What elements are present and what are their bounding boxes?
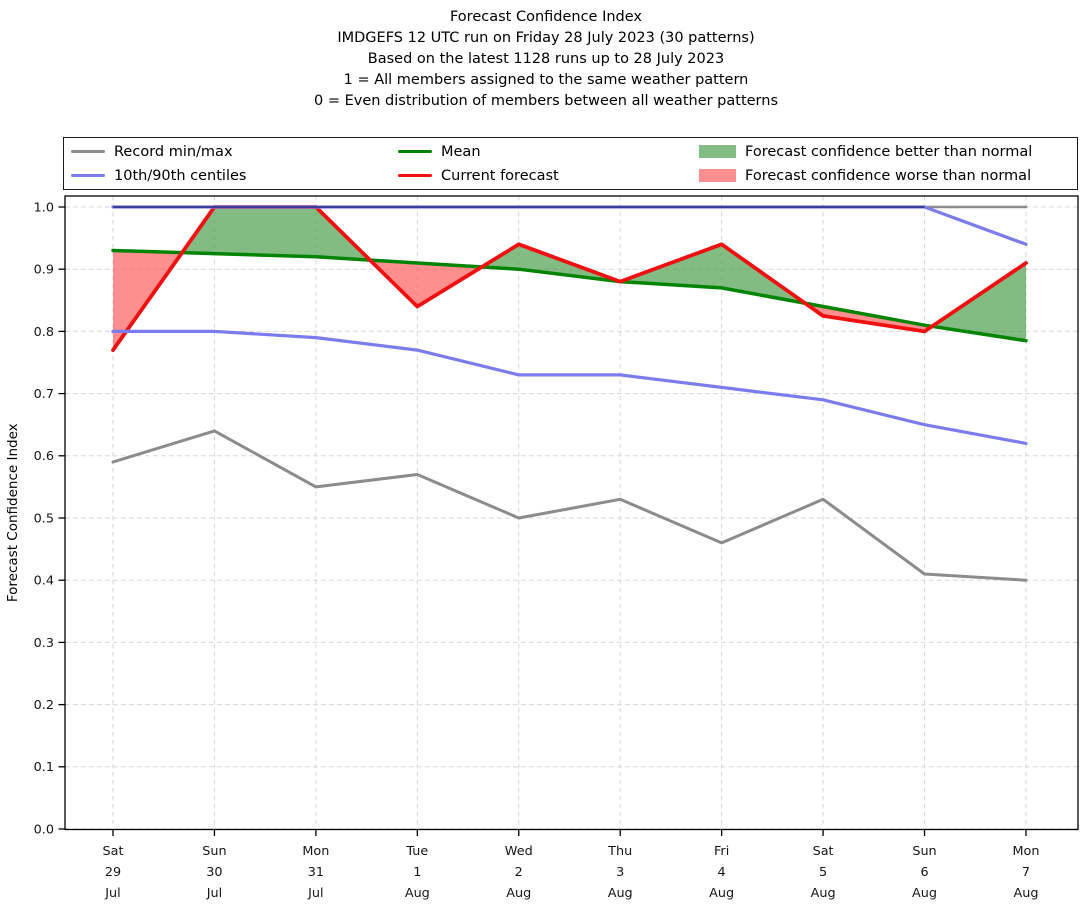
- legend-item-mean: Mean: [398, 141, 559, 162]
- legend-label: Record min/max: [114, 143, 233, 160]
- series-record-min: [111, 429, 1028, 582]
- title-line-1: Forecast Confidence Index: [449, 9, 643, 25]
- series-mean: [111, 248, 1028, 343]
- y-tick-label: 0.6: [34, 449, 54, 464]
- legend-column-1: Record min/max 10th/90th centiles: [71, 138, 246, 189]
- x-tick-label: Sun 30 Jul: [202, 844, 226, 901]
- x-tick-label: Sun 6 Aug: [912, 844, 937, 901]
- gridlines: [65, 196, 1078, 830]
- mean-line-swatch: [398, 149, 432, 154]
- better-than-normal-fill: [214, 207, 316, 257]
- x-tick-label: Fri 4 Aug: [709, 844, 734, 901]
- better-fill-swatch: [699, 145, 736, 158]
- x-axis-ticks: Sat 29 Jul Sun 30 Jul Mon 31 Jul Tue 1 Aug Wed 2 Aug Th…: [103, 829, 1039, 901]
- centiles-line-swatch: [71, 173, 105, 178]
- x-tick-label: Mon 7 Aug: [1012, 844, 1039, 901]
- legend-column-3: Forecast confidence better than normal F…: [699, 138, 1032, 189]
- x-tick-label: Sat 29 Jul: [103, 844, 124, 901]
- y-tick-label: 0.4: [34, 574, 54, 589]
- record-minmax-line-swatch: [71, 149, 105, 154]
- y-tick-label: 0.5: [34, 511, 54, 526]
- y-tick-label: 0.2: [34, 698, 54, 713]
- legend-label: Current forecast: [441, 167, 559, 184]
- legend-label: Mean: [441, 143, 481, 160]
- legend-item-current-forecast: Current forecast: [398, 165, 559, 186]
- legend-item-better-than-normal: Forecast confidence better than normal: [699, 141, 1032, 162]
- title-line-4: 1 = All members assigned to the same wea…: [343, 72, 749, 88]
- x-tick-label: Thu 3 Aug: [607, 844, 633, 901]
- y-tick-label: 0.7: [34, 387, 54, 402]
- y-tick-label: 0.9: [34, 263, 54, 278]
- chart-title-block: Forecast Confidence Index IMDGEFS 12 UTC…: [0, 7, 1092, 112]
- x-tick-label: Mon 31 Jul: [302, 844, 329, 901]
- current-forecast-line-swatch: [398, 173, 432, 178]
- y-axis-ticks: 1.0 0.9 0.8 0.7 0.6 0.5 0.4 0.3 0.2 0.1 0.0: [34, 200, 65, 837]
- better-than-normal-fill: [932, 263, 1026, 341]
- title-line-2: IMDGEFS 12 UTC run on Friday 28 July 202…: [337, 30, 755, 46]
- legend-label: Forecast confidence worse than normal: [745, 167, 1032, 184]
- x-tick-label: Tue 1 Aug: [405, 844, 430, 901]
- legend-item-record-minmax: Record min/max: [71, 141, 246, 162]
- y-tick-label: 1.0: [34, 200, 54, 215]
- confidence-fills: [113, 207, 1026, 351]
- legend: Record min/max 10th/90th centiles Mean C…: [63, 137, 1078, 190]
- x-tick-label: Wed 2 Aug: [505, 844, 533, 901]
- legend-item-centiles: 10th/90th centiles: [71, 165, 246, 186]
- legend-column-2: Mean Current forecast: [398, 138, 559, 189]
- y-axis-label: Forecast Confidence Index: [5, 423, 21, 602]
- legend-label: Forecast confidence better than normal: [745, 143, 1033, 160]
- legend-label: 10th/90th centiles: [114, 167, 247, 184]
- legend-item-worse-than-normal: Forecast confidence worse than normal: [699, 165, 1032, 186]
- y-tick-label: 0.8: [34, 325, 54, 340]
- y-tick-label: 0.3: [34, 636, 54, 651]
- series-10th-centile: [111, 329, 1028, 445]
- y-tick-label: 0.1: [34, 760, 54, 775]
- title-line-3: Based on the latest 1128 runs up to 28 J…: [367, 51, 725, 67]
- x-tick-label: Sat 5 Aug: [811, 844, 836, 901]
- y-tick-label: 0.0: [34, 822, 54, 837]
- title-line-5: 0 = Even distribution of members between…: [313, 93, 779, 109]
- worse-fill-swatch: [699, 169, 736, 182]
- axes-frame: [64, 195, 1079, 831]
